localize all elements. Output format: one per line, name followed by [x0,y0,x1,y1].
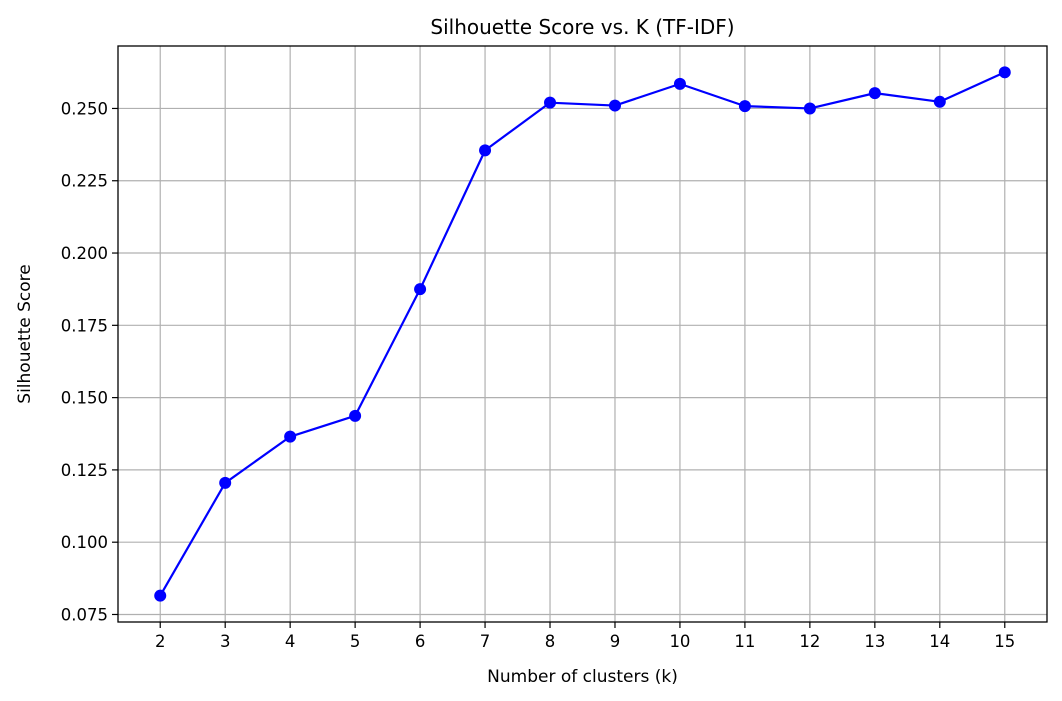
y-tick-label: 0.250 [61,99,108,118]
x-axis-title: Number of clusters (k) [487,667,678,687]
data-point [738,100,751,113]
series-line [159,71,1006,597]
x-tick-label: 5 [350,632,361,651]
y-tick-label: 0.125 [61,461,108,480]
data-point [868,87,881,100]
data-point [284,430,297,443]
data-point [349,409,362,422]
x-tick-label: 4 [285,632,296,651]
y-tick-label: 0.175 [61,316,108,335]
data-point [219,476,232,489]
x-tick-label: 12 [799,632,820,651]
y-tick-label: 0.075 [61,605,108,624]
y-tick-label: 0.100 [61,533,108,552]
data-point [673,77,686,90]
x-tick-label: 8 [545,632,556,651]
x-tick-label: 7 [480,632,491,651]
axis-ticks: 2 3 4 5 6 7 8 9 10 11 12 13 14 15 0.075 0.100 0.125 0.150… [61,99,1016,651]
x-tick-label: 3 [220,632,231,651]
x-tick-label: 15 [994,632,1015,651]
chart-title: Silhouette Score vs. K (TF-IDF) [430,15,734,39]
data-point [154,589,167,602]
y-tick-label: 0.150 [61,389,108,408]
y-tick-label: 0.200 [61,244,108,263]
y-axis-title: Silhouette Score [15,264,35,403]
y-tick-label: 0.225 [61,172,108,191]
data-point [933,95,946,108]
data-point [479,144,492,157]
plot-area-frame [117,45,1048,623]
data-point [544,96,557,109]
x-tick-label: 6 [415,632,426,651]
grid-lines [118,46,1047,622]
x-tick-label: 2 [155,632,166,651]
x-tick-label: 11 [734,632,755,651]
data-point [414,283,427,296]
data-point [608,99,621,112]
x-tick-label: 10 [669,632,690,651]
x-tick-label: 9 [610,632,621,651]
data-series [154,66,1011,602]
data-point [803,102,816,115]
data-point [998,66,1011,79]
x-tick-label: 14 [929,632,950,651]
x-tick-label: 13 [864,632,885,651]
